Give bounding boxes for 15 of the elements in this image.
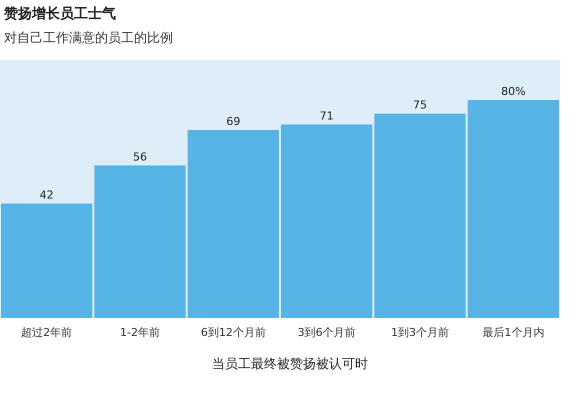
x-tick-label: 3到6个月前	[298, 326, 356, 339]
data-label: 71	[320, 110, 334, 123]
x-tick-label: 6到12个月前	[200, 326, 266, 339]
x-axis-title: 当员工最终被赞扬被认可时	[212, 357, 368, 372]
chart-subtitle: 对自己工作满意的员工的比例	[4, 31, 173, 46]
x-tick-label: 1到3个月前	[391, 326, 449, 339]
data-label: 80%	[501, 85, 526, 98]
data-label: 69	[226, 114, 240, 128]
x-tick-label: 最后1个月内	[482, 326, 544, 339]
x-tick-label: 1-2年前	[120, 326, 160, 339]
x-tick-label: 超过2年前	[21, 326, 72, 339]
chart-title: 赞扬增长员工士气	[3, 6, 116, 22]
data-label: 75	[413, 98, 427, 112]
data-label: 56	[133, 150, 147, 164]
data-label: 42	[40, 188, 54, 202]
